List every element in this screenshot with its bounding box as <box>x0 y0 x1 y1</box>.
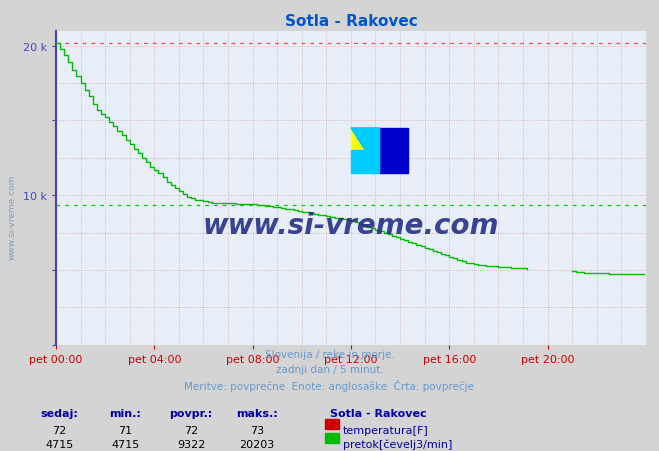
Bar <box>351 129 380 151</box>
Text: 4715: 4715 <box>45 439 73 449</box>
Text: Sotla - Rakovec: Sotla - Rakovec <box>330 408 426 418</box>
Text: www.si-vreme.com: www.si-vreme.com <box>8 174 17 259</box>
Title: Sotla - Rakovec: Sotla - Rakovec <box>285 14 417 29</box>
Text: min.:: min.: <box>109 408 141 418</box>
Text: 72: 72 <box>184 425 198 435</box>
Text: Slovenija / reke in morje.: Slovenija / reke in morje. <box>264 350 395 359</box>
Text: pretok[čevelj3/min]: pretok[čevelj3/min] <box>343 439 452 449</box>
Text: Meritve: povprečne  Enote: anglosaške  Črta: povprečje: Meritve: povprečne Enote: anglosaške Črt… <box>185 379 474 391</box>
Bar <box>380 129 409 173</box>
Text: 9322: 9322 <box>177 439 206 449</box>
Text: povpr.:: povpr.: <box>169 408 213 418</box>
Text: 71: 71 <box>118 425 132 435</box>
Text: 73: 73 <box>250 425 264 435</box>
Text: 72: 72 <box>52 425 67 435</box>
Text: 20203: 20203 <box>239 439 275 449</box>
Text: www.si-vreme.com: www.si-vreme.com <box>203 212 499 239</box>
Text: sedaj:: sedaj: <box>40 408 78 418</box>
Bar <box>351 151 380 173</box>
Text: 4715: 4715 <box>111 439 139 449</box>
Text: temperatura[F]: temperatura[F] <box>343 425 428 435</box>
Text: zadnji dan / 5 minut.: zadnji dan / 5 minut. <box>275 364 384 374</box>
Polygon shape <box>351 129 380 173</box>
Text: maks.:: maks.: <box>236 408 278 418</box>
